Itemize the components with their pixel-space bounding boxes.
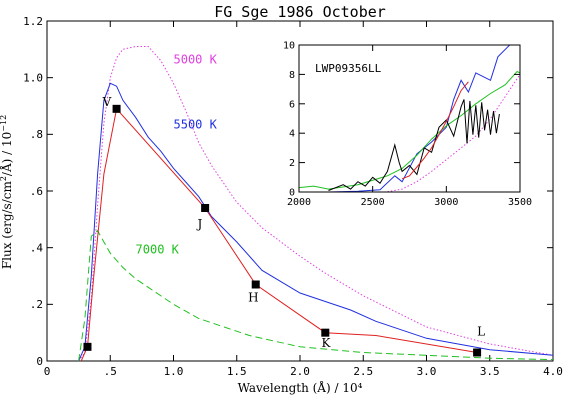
inset-x-tick-label: 3000	[434, 197, 458, 208]
inset-x-tick-label: 2000	[287, 197, 311, 208]
main-photometry-point	[112, 104, 121, 113]
main-x-tick-label: 1.5	[227, 365, 247, 378]
inset-y-tick-label: 10	[283, 41, 295, 52]
inset-y-tick-label: 0	[289, 188, 295, 199]
inset-y-tick-label: 2	[289, 158, 295, 169]
main-annotation-j: J	[196, 217, 203, 231]
inset-y-tick-label: 6	[289, 99, 295, 110]
main-axes: 0 .5 1.0 1.5 2.0 2.5 3.0 3.5 4.0 0 .2 .4 .6 .8 1.0 1.2	[23, 15, 563, 378]
inset-label: LWP09356LL	[315, 62, 382, 75]
main-annotation-v: V	[102, 95, 112, 109]
inset-y-tick-label: 8	[289, 70, 295, 81]
chart-title: FG Sge 1986 October	[214, 3, 386, 21]
main-x-tick-label: 3.5	[480, 365, 500, 378]
main-annotation-5000-k: 5000 K	[174, 53, 218, 67]
inset-series-5000-k	[387, 74, 521, 193]
inset-plot: 2000 2500 3000 3500 0 2 4 6 8 10 LWP09356LL	[283, 41, 532, 209]
main-y-tick-label: .8	[30, 128, 43, 141]
main-annotations: V J H K L 5000 K 5500 K 7000 K	[102, 53, 485, 350]
inset-series-fit-fit	[401, 81, 469, 180]
main-x-tick-label: 4.0	[543, 365, 563, 378]
main-y-tick-label: 0	[36, 355, 43, 368]
inset-series-7000-k	[298, 70, 521, 190]
inset-axes: 2000 2500 3000 3500 0 2 4 6 8 10	[283, 41, 532, 209]
main-x-tick-label: 0	[44, 365, 51, 378]
inset-x-tick-label: 3500	[508, 197, 532, 208]
main-x-tick-label: .5	[104, 365, 117, 378]
main-y-tick-label: 1.2	[23, 15, 43, 28]
main-series-fit-fit	[80, 107, 478, 362]
main-y-tick-label: .2	[30, 298, 43, 311]
main-annotation-h: H	[248, 291, 258, 305]
inset-x-tick-label: 2500	[361, 197, 385, 208]
main-series-7000-k	[78, 229, 554, 362]
main-series-5500-k	[78, 82, 554, 362]
main-y-tick-label: .4	[30, 242, 44, 255]
main-x-tick-label: 3.0	[417, 365, 437, 378]
main-annotation-7000-k: 7000 K	[136, 242, 180, 256]
main-series-5000-k	[78, 46, 554, 362]
inset-series	[298, 44, 521, 193]
main-x-tick-label: 2.0	[290, 365, 310, 378]
main-annotation-l: L	[477, 325, 485, 339]
main-plot: 0.5 1.0 1.5 2.0 2.5 3.0 3.5 4.00.2.4.6.81.01.2 …	[23, 15, 563, 378]
x-axis-label: Wavelength (Å) / 10⁴	[238, 380, 363, 395]
main-x-tick-label: 1.0	[164, 365, 184, 378]
main-annotation-k: K	[322, 336, 332, 350]
main-annotation-5500-k: 5500 K	[174, 118, 218, 132]
main-photometry-point	[201, 204, 210, 212]
main-series	[78, 46, 554, 362]
main-photometry-point	[473, 348, 482, 357]
inset-y-tick-label: 4	[289, 129, 295, 140]
main-photometry-point	[83, 342, 92, 351]
y-axis-label: Flux (erg/s/cm2/Å) / 10−12	[0, 115, 14, 269]
main-photometry-point	[321, 328, 330, 337]
inset-series-5500-k	[328, 44, 511, 193]
main-y-tick-label: 1.0	[23, 72, 43, 85]
inset-series-iue	[328, 99, 500, 191]
main-photometry-point	[251, 280, 260, 289]
main-markers	[83, 104, 482, 357]
main-x-tick-label: 2.5	[353, 365, 373, 378]
main-y-tick-label: .6	[30, 185, 43, 198]
inset-frame	[298, 44, 521, 193]
